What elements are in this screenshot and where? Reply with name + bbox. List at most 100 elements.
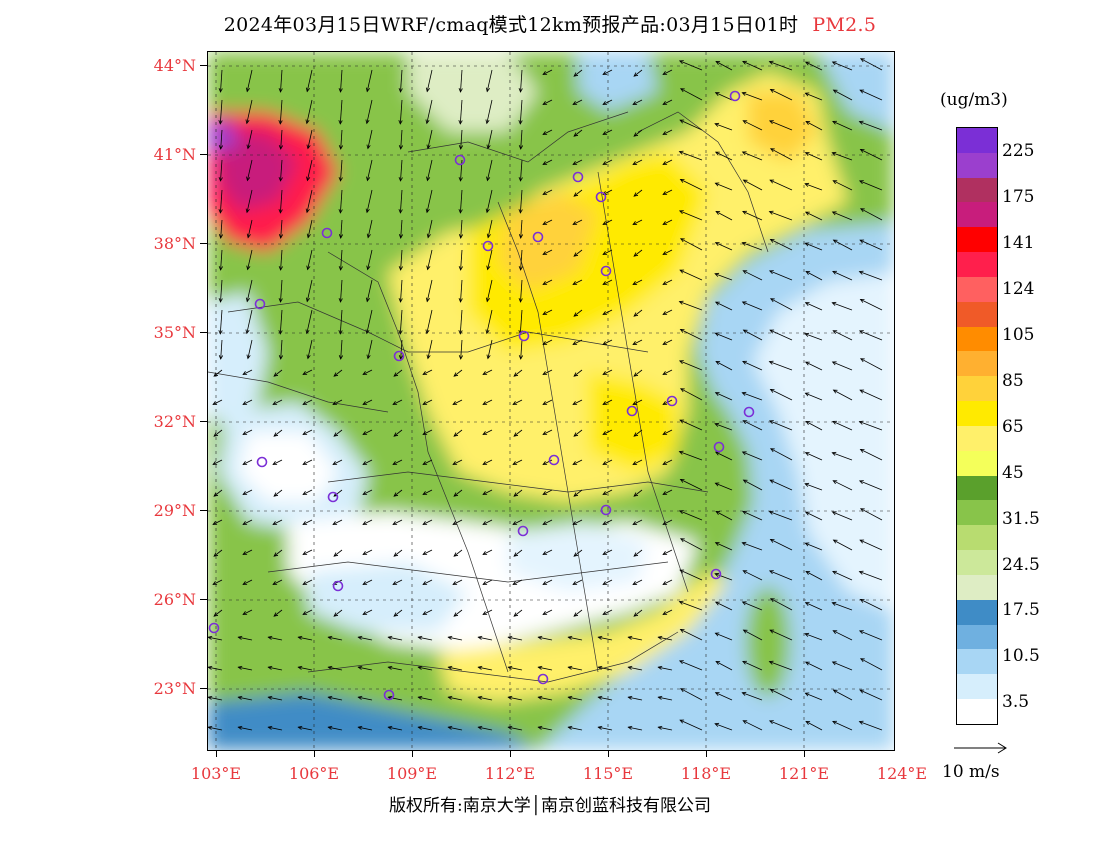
wind-vector <box>568 696 583 701</box>
wind-vector <box>860 299 883 311</box>
wind-vector <box>743 479 763 491</box>
wind-vector <box>332 519 343 525</box>
wind-vector <box>333 369 343 377</box>
wind-vector <box>242 519 253 525</box>
wind-vector <box>632 459 643 465</box>
wind-vector <box>399 309 403 334</box>
wind-vector-head <box>678 360 684 365</box>
wind-vector-head <box>306 144 311 150</box>
wind-vector-head <box>859 389 865 394</box>
wind-vector-head <box>302 371 308 375</box>
wind-vector-head <box>242 581 248 585</box>
wind-vector-head <box>246 176 251 182</box>
wind-vector-head <box>542 131 548 135</box>
wind-vector-head <box>573 252 579 257</box>
wind-vector <box>769 179 793 191</box>
wind-vector-head <box>678 660 684 665</box>
wind-vector-head <box>338 330 343 335</box>
wind-vector-head <box>447 695 453 700</box>
wind-vector <box>340 249 343 271</box>
wind-vector <box>770 148 793 161</box>
wind-vector <box>538 726 553 731</box>
wind-vector-head <box>572 401 578 405</box>
wind-vector <box>238 696 253 701</box>
wind-vector-head <box>572 521 578 525</box>
wind-vector-head <box>333 612 339 617</box>
wind-vector <box>452 519 463 525</box>
wind-vector <box>832 511 853 521</box>
wind-vector <box>715 511 733 521</box>
wind-vector <box>662 579 673 585</box>
wind-vector <box>367 159 373 181</box>
wind-vector <box>520 129 523 150</box>
wind-vector <box>306 99 313 124</box>
wind-vector <box>219 99 223 124</box>
wind-vector <box>542 279 553 285</box>
wind-vector <box>573 189 583 197</box>
wind-vector-head <box>218 330 223 335</box>
wind-vector-head <box>278 355 284 360</box>
wind-vector <box>632 279 643 285</box>
forecast-map[interactable] <box>207 51 895 751</box>
wind-vector <box>362 579 373 585</box>
wind-vector-head <box>805 421 811 426</box>
wind-vector <box>633 489 643 497</box>
wind-vector <box>770 448 793 461</box>
wind-vector <box>572 399 583 405</box>
wind-vector-head <box>742 629 748 634</box>
wind-vector-head <box>245 87 251 93</box>
wind-vector-head <box>332 461 338 465</box>
wind-vector <box>742 151 763 161</box>
wind-vector <box>328 726 343 731</box>
colorbar-label: 124 <box>1002 279 1035 299</box>
wind-vector-head <box>278 88 283 93</box>
wind-vector <box>769 629 793 641</box>
wind-vector <box>859 689 883 701</box>
wind-vector <box>632 519 643 525</box>
wind-vector <box>427 159 433 181</box>
wind-vector <box>679 60 703 71</box>
wind-vector-head <box>398 209 403 214</box>
wind-vector <box>213 429 223 437</box>
wind-vector <box>460 339 463 360</box>
wind-vector <box>602 489 613 495</box>
wind-vector-head <box>507 695 513 700</box>
wind-vector <box>400 249 403 271</box>
wind-vector <box>632 219 643 225</box>
wind-vector-head <box>218 355 224 360</box>
pm25-field <box>208 52 894 750</box>
wind-vector <box>833 480 853 491</box>
wind-vector-head <box>602 341 608 345</box>
wind-vector-head <box>662 341 668 345</box>
wind-vector <box>328 636 343 641</box>
wind-vector-head <box>208 665 213 670</box>
wind-vector-head <box>859 599 865 603</box>
lat-label: 38°N <box>153 234 196 253</box>
wind-vector-head <box>245 119 250 125</box>
wind-vector <box>743 420 763 431</box>
wind-vector-head <box>633 132 639 137</box>
wind-vector-head <box>447 665 453 670</box>
wind-vector <box>662 99 673 105</box>
wind-vector-head <box>804 602 810 606</box>
wind-vector-head <box>362 581 368 585</box>
wind-vector <box>422 459 433 465</box>
wind-vector-head <box>769 148 775 153</box>
wind-vector <box>602 429 613 435</box>
wind-vector <box>714 723 733 731</box>
wind-vector-head <box>542 551 548 555</box>
lat-tick <box>200 510 207 511</box>
wind-reference-arrow <box>954 742 1007 754</box>
wind-vector-head <box>633 252 639 257</box>
wind-vector <box>340 159 343 181</box>
wind-vector <box>302 579 313 585</box>
wind-vector <box>512 519 523 525</box>
wind-vector-head <box>267 725 273 730</box>
lat-tick <box>200 688 207 689</box>
wind-vector <box>805 242 823 251</box>
wind-vector-head <box>741 691 747 696</box>
wind-vector-head <box>305 208 310 214</box>
wind-vector <box>298 636 313 641</box>
wind-vector-head <box>831 601 837 606</box>
wind-vector <box>302 369 313 375</box>
